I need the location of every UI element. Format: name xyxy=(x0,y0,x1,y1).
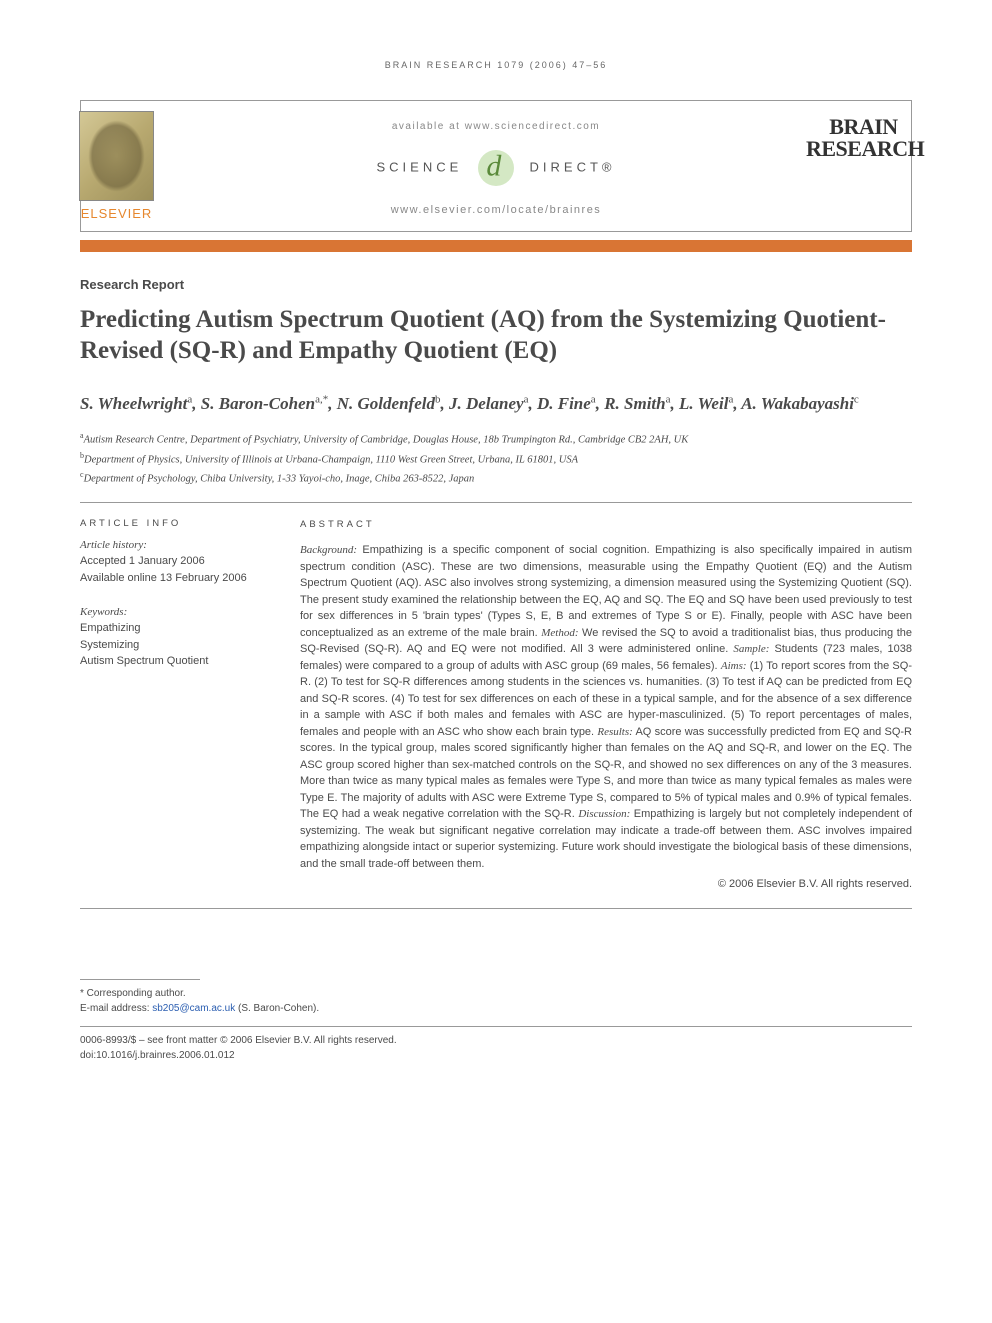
doi: doi:10.1016/j.brainres.2006.01.012 xyxy=(80,1048,912,1063)
keywords-block: Keywords: Empathizing Systemizing Autism… xyxy=(80,606,265,670)
sd-left: SCIENCE xyxy=(376,159,462,174)
journal-header-box: ELSEVIER BRAIN RESEARCH available at www… xyxy=(80,100,912,232)
accepted-date: Accepted 1 January 2006 xyxy=(80,553,265,570)
science-direct-icon xyxy=(478,150,514,186)
abstract-column: ABSTRACT Background: Empathizing is a sp… xyxy=(300,518,912,893)
abstract-body: Background: Empathizing is a specific co… xyxy=(300,542,912,872)
email-label: E-mail address: xyxy=(80,1003,152,1014)
email-author: (S. Baron-Cohen). xyxy=(235,1003,319,1014)
divider-top xyxy=(80,502,912,503)
orange-divider-bar xyxy=(80,240,912,252)
journal-name-block: BRAIN RESEARCH xyxy=(806,116,921,160)
science-direct-logo: SCIENCE DIRECT® xyxy=(221,150,771,186)
bottom-info: 0006-8993/$ – see front matter © 2006 El… xyxy=(80,1033,912,1063)
email-line: E-mail address: sb205@cam.ac.uk (S. Baro… xyxy=(80,1001,912,1016)
keywords-label: Keywords: xyxy=(80,606,265,618)
keyword-1: Empathizing xyxy=(80,620,265,637)
affiliation-b: bDepartment of Physics, University of Il… xyxy=(80,450,912,468)
footnote-divider xyxy=(80,979,200,980)
abstract-copyright: © 2006 Elsevier B.V. All rights reserved… xyxy=(300,876,912,893)
front-matter: 0006-8993/$ – see front matter © 2006 El… xyxy=(80,1033,912,1048)
divider-bottom xyxy=(80,908,912,909)
info-abstract-row: ARTICLE INFO Article history: Accepted 1… xyxy=(80,518,912,893)
keyword-3: Autism Spectrum Quotient xyxy=(80,653,265,670)
running-header: BRAIN RESEARCH 1079 (2006) 47–56 xyxy=(80,60,912,70)
abstract-heading: ABSTRACT xyxy=(300,518,912,532)
corresponding-author: * Corresponding author. xyxy=(80,986,912,1001)
article-title: Predicting Autism Spectrum Quotient (AQ)… xyxy=(80,304,912,367)
article-info-heading: ARTICLE INFO xyxy=(80,518,265,529)
locate-url: www.elsevier.com/locate/brainres xyxy=(221,204,771,216)
affiliation-c: cDepartment of Psychology, Chiba Univers… xyxy=(80,469,912,487)
journal-name-line2: RESEARCH xyxy=(806,138,921,160)
article-info-column: ARTICLE INFO Article history: Accepted 1… xyxy=(80,518,265,893)
affiliation-a: aAutism Research Centre, Department of P… xyxy=(80,430,912,448)
publisher-logo-block: ELSEVIER xyxy=(69,111,164,221)
article-type: Research Report xyxy=(80,277,912,292)
email-link[interactable]: sb205@cam.ac.uk xyxy=(152,1003,235,1014)
elsevier-tree-icon xyxy=(79,111,154,201)
history-block: Article history: Accepted 1 January 2006… xyxy=(80,539,265,586)
affiliations: aAutism Research Centre, Department of P… xyxy=(80,430,912,487)
online-date: Available online 13 February 2006 xyxy=(80,570,265,587)
authors-list: S. Wheelwrighta, S. Baron-Cohena,*, N. G… xyxy=(80,392,912,416)
header-center: available at www.sciencedirect.com SCIEN… xyxy=(111,121,881,216)
publisher-name: ELSEVIER xyxy=(69,206,164,221)
keyword-2: Systemizing xyxy=(80,637,265,654)
bottom-divider xyxy=(80,1026,912,1027)
journal-name-line1: BRAIN xyxy=(806,116,921,138)
footnotes: * Corresponding author. E-mail address: … xyxy=(80,986,912,1016)
history-label: Article history: xyxy=(80,539,265,551)
available-at: available at www.sciencedirect.com xyxy=(221,121,771,132)
sd-right: DIRECT® xyxy=(530,159,616,174)
